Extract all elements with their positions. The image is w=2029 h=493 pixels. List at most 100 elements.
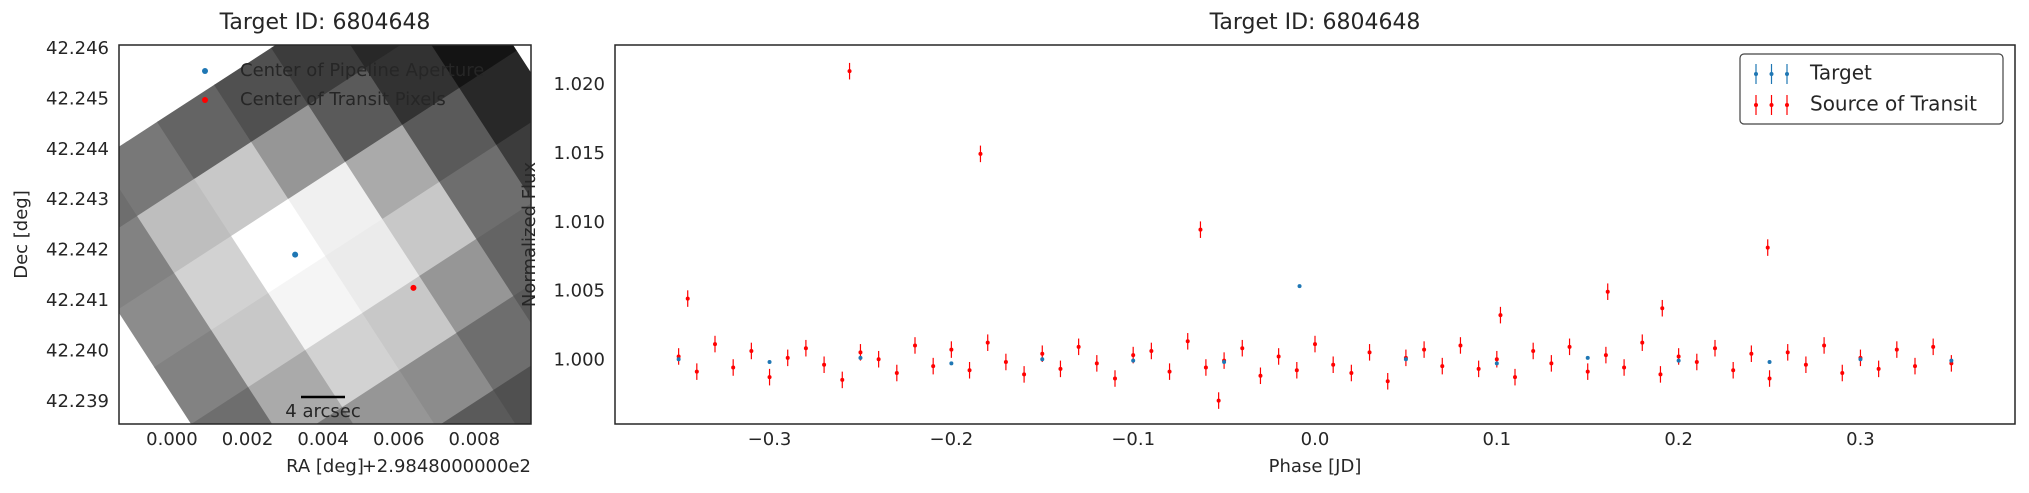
pixel-image (119, 45, 665, 424)
point (1198, 227, 1203, 232)
pixel (436, 389, 531, 424)
pixel (325, 218, 420, 314)
y-tick-label: 1.010 (553, 212, 605, 233)
pixel (119, 272, 212, 368)
point (858, 350, 863, 355)
point (1785, 350, 1790, 355)
point (1822, 343, 1827, 348)
point (931, 364, 936, 369)
legend-marker (202, 68, 208, 74)
pixel (288, 161, 383, 257)
annotation: 4 arcsec (285, 401, 360, 422)
point (894, 371, 899, 376)
point (1313, 342, 1317, 347)
y-tick-label: 42.240 (46, 340, 109, 361)
pixel (496, 107, 531, 203)
point (694, 369, 699, 374)
point (1585, 369, 1590, 374)
point (676, 357, 681, 362)
legend-label: Target (1809, 61, 1872, 85)
x-axis-label: RA [deg] (286, 456, 364, 477)
pixel (456, 295, 531, 391)
y-tick-label: 42.243 (46, 189, 109, 210)
point (1094, 361, 1099, 366)
chart-title: Target ID: 6804648 (1209, 10, 1421, 35)
x-tick-label: 0.000 (146, 429, 198, 450)
point (985, 340, 990, 345)
point (913, 343, 917, 348)
pixel (419, 238, 515, 334)
pixel (439, 144, 531, 240)
point (1131, 353, 1136, 358)
plot-area (119, 45, 665, 424)
x-tick-label: 0.2 (1664, 429, 1693, 450)
pixel (231, 198, 326, 294)
point (731, 365, 736, 370)
point (1498, 313, 1503, 318)
pixel (194, 141, 289, 237)
point (1440, 364, 1445, 369)
legend-marker (202, 97, 208, 103)
point (676, 354, 681, 359)
point (1458, 343, 1463, 348)
pixel (399, 332, 495, 424)
point (1476, 366, 1481, 371)
pixel (271, 45, 366, 106)
x-tick-label: 0.004 (297, 429, 349, 450)
point (1494, 361, 1499, 366)
point (1022, 372, 1027, 377)
point (1749, 351, 1754, 356)
pixel (345, 124, 440, 220)
pixel (305, 312, 400, 408)
point (1149, 348, 1154, 353)
point (1422, 347, 1427, 352)
pixel (154, 329, 249, 424)
point (1567, 344, 1572, 349)
point (1349, 371, 1354, 376)
pixel (248, 349, 343, 424)
point (1731, 368, 1736, 373)
x-tick-label: 0.1 (1482, 429, 1511, 450)
point (1385, 379, 1390, 384)
point (1658, 372, 1663, 377)
point (1058, 366, 1063, 371)
y-tick-label: 1.000 (553, 350, 605, 371)
point (1258, 373, 1263, 378)
y-tick-label: 1.005 (553, 281, 605, 302)
point (1513, 375, 1517, 380)
x-tick-label: 0.0 (1301, 429, 1330, 450)
pixel (251, 104, 346, 200)
point (1840, 371, 1845, 376)
point (1185, 339, 1190, 344)
point (1767, 376, 1772, 381)
x-axis-label: Phase [JD] (1269, 456, 1362, 477)
x-tick-label: 0.008 (449, 429, 501, 450)
point (1203, 365, 1208, 370)
point (822, 362, 827, 367)
point (1858, 357, 1863, 362)
y-tick-label: 42.246 (46, 38, 109, 59)
point (1676, 354, 1681, 359)
legend-label: Source of Transit (1810, 92, 1977, 116)
pixel (174, 235, 269, 331)
point (1694, 359, 1699, 364)
legend-box (1739, 53, 2004, 125)
point (1660, 306, 1665, 311)
pixel (362, 275, 457, 371)
axes-frame (614, 44, 2016, 425)
point (1676, 358, 1681, 363)
point (1549, 361, 1554, 366)
legend-marker (1785, 103, 1789, 107)
pixel (191, 386, 286, 424)
y-tick-label: 42.244 (46, 139, 109, 160)
point (949, 347, 954, 352)
point (1949, 361, 1954, 366)
pixel (342, 369, 437, 424)
point (1605, 289, 1610, 294)
chart-title: Target ID: 6804648 (219, 10, 431, 35)
point (1767, 359, 1772, 364)
pixel (402, 87, 497, 183)
pixel (570, 222, 665, 317)
pixel (119, 121, 195, 217)
